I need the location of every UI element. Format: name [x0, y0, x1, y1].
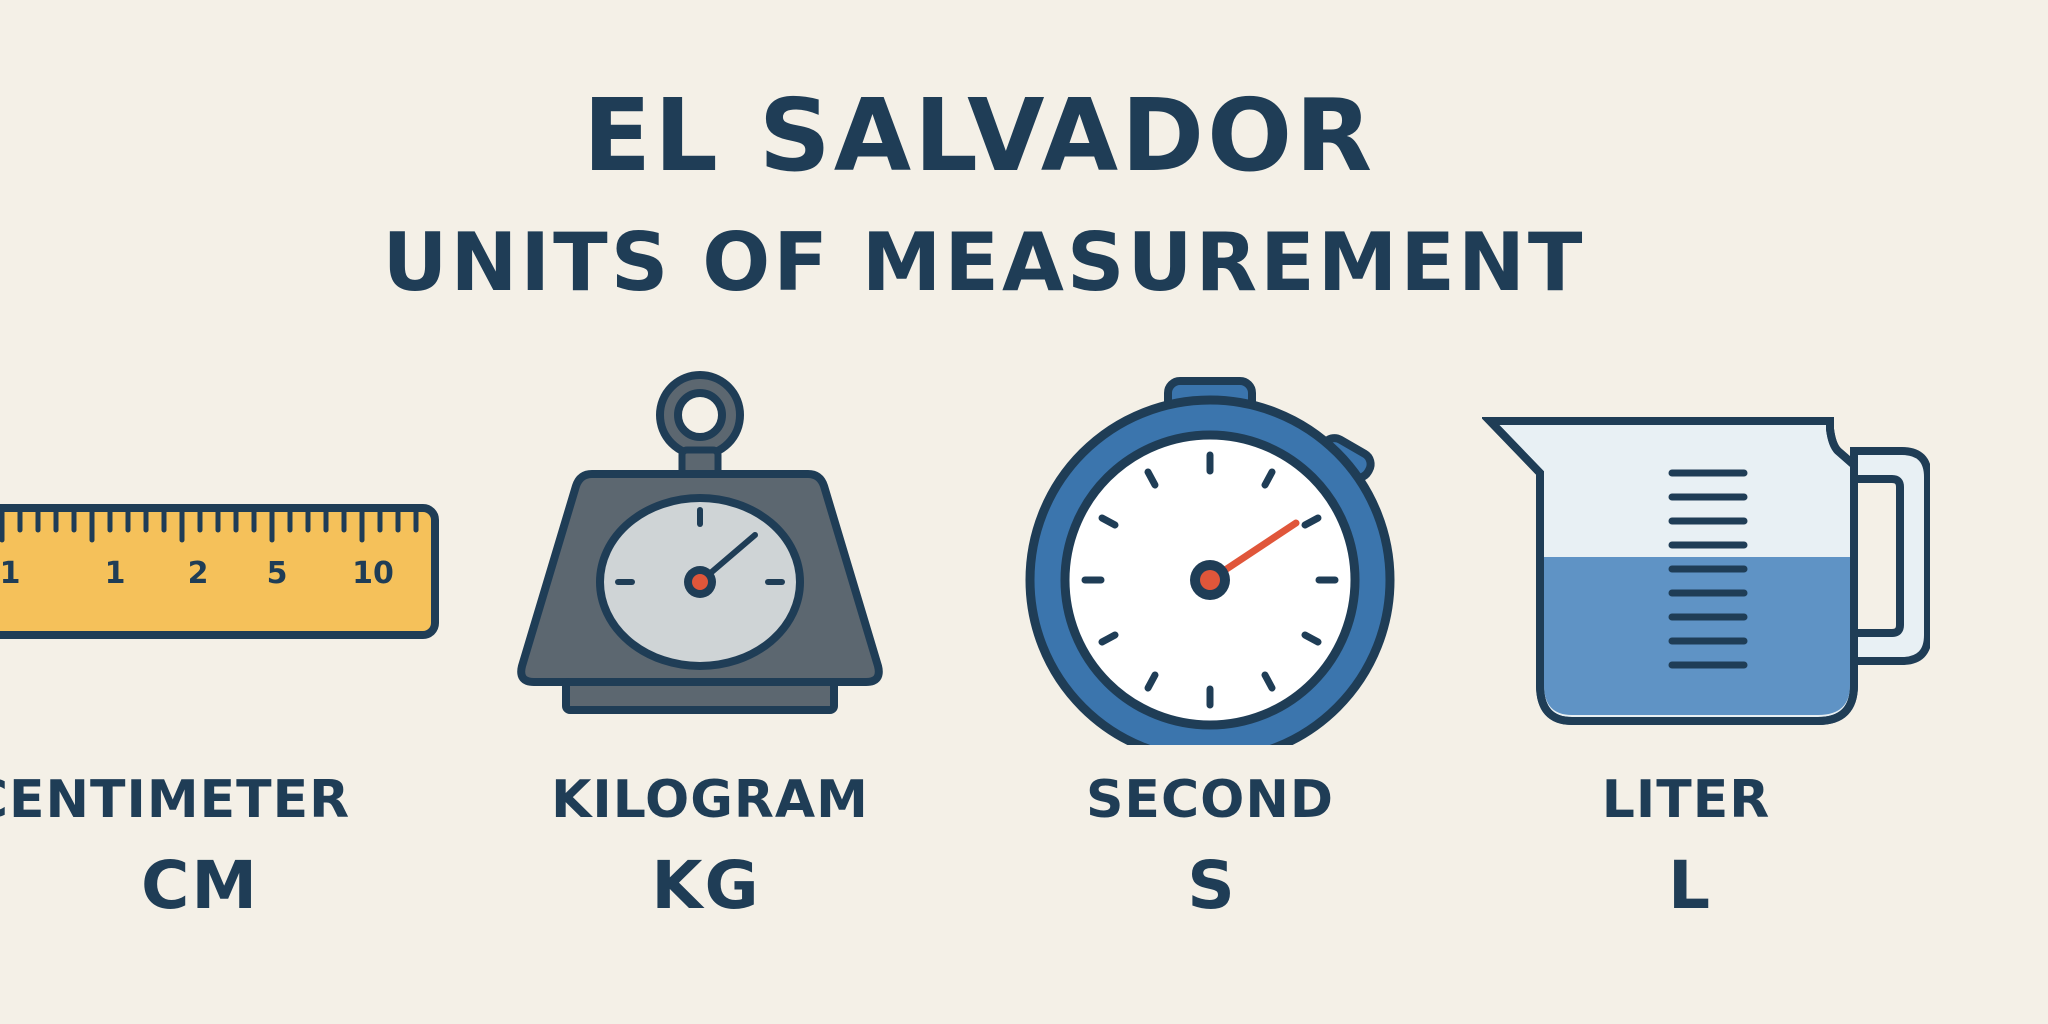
- ruler-number: 1: [0, 556, 20, 591]
- ruler-number: 1: [105, 556, 126, 591]
- unit-name-kilogram: KILOGRAM: [551, 770, 869, 830]
- ruler-number: 2: [188, 556, 209, 591]
- unit-symbol-kg: KG: [651, 847, 761, 924]
- unit-name-liter: LITER: [1601, 770, 1771, 830]
- scale-weight-icon: [517, 371, 883, 714]
- stopwatch-icon: [1025, 377, 1395, 745]
- ruler-number: 5: [267, 556, 288, 591]
- measuring-cup-icon: [1482, 417, 1930, 725]
- unit-symbol-s: S: [1187, 847, 1237, 924]
- ruler-icon: 1 1 2 5 10: [0, 504, 439, 639]
- unit-name-centimeter: CENTIMETER: [0, 770, 351, 830]
- unit-symbol-cm: CM: [140, 847, 260, 924]
- page-title: EL SALVADOR: [582, 77, 1376, 194]
- unit-name-second: SECOND: [1085, 770, 1335, 830]
- unit-symbol-l: L: [1667, 847, 1713, 924]
- page-subtitle: UNITS OF MEASUREMENT: [382, 216, 1586, 309]
- ruler-number: 10: [352, 556, 394, 591]
